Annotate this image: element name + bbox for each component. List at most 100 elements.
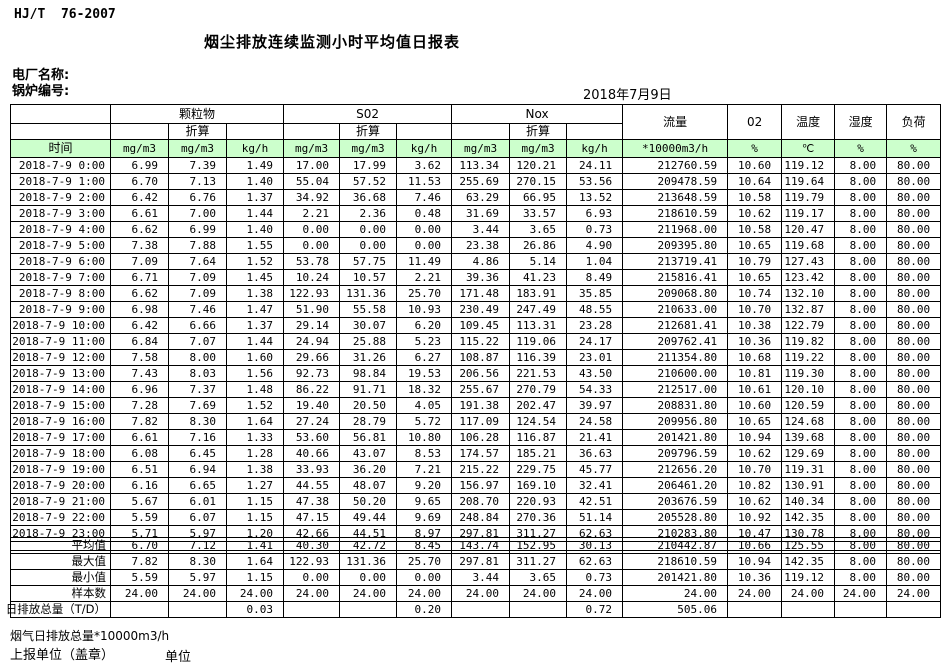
value-cell: 39.97 (566, 397, 624, 414)
value-cell: 80.00 (886, 397, 942, 414)
hourly-row: 2018-7-9 2:00 6.42 6.76 1.37 34.92 36.68 7.46 6… (10, 189, 942, 206)
value-cell: 1.47 (225, 301, 285, 318)
blank-cell (566, 123, 624, 140)
value-cell: 44.55 (283, 477, 341, 494)
unit-cell: % (886, 139, 942, 158)
value-cell: 7.09 (110, 253, 169, 270)
value-cell: 11.53 (396, 173, 453, 190)
value-cell: 8.00 (834, 285, 888, 302)
unit-cell: ℃ (781, 139, 836, 158)
value-cell: 10.81 (727, 365, 783, 382)
summary-value-cell (834, 601, 887, 618)
time-cell: 2018-7-9 8:00 (10, 285, 111, 302)
summary-value-cell: 7.82 (110, 553, 169, 570)
value-cell: 10.65 (727, 413, 783, 430)
value-cell: 8.00 (834, 205, 888, 222)
value-cell: 1.37 (225, 189, 285, 206)
value-cell: 7.46 (396, 189, 453, 206)
so2-converted-label: 折算 (339, 123, 398, 140)
hourly-row: 2018-7-9 6:00 7.09 7.64 1.52 53.78 57.75 11.49… (10, 253, 942, 270)
value-cell: 91.71 (339, 381, 398, 398)
value-cell: 0.00 (339, 237, 398, 254)
summary-label: 平均值 (71, 538, 107, 552)
value-cell: 8.00 (834, 397, 888, 414)
page-title: 烟尘排放连续监测小时平均值日报表 (203, 33, 460, 51)
value-cell: 10.92 (727, 509, 783, 526)
value-cell: 3.62 (396, 157, 453, 174)
value-cell: 56.81 (339, 429, 398, 446)
summary-value-cell: 8.45 (396, 537, 452, 554)
summary-value-cell (509, 601, 567, 618)
summary-value-cell: 24.00 (727, 585, 782, 602)
value-cell: 33.93 (283, 461, 341, 478)
value-cell: 55.58 (339, 301, 398, 318)
value-cell: 36.20 (339, 461, 398, 478)
value-cell: 5.72 (396, 413, 453, 430)
value-cell: 7.58 (110, 349, 169, 366)
summary-value-cell: 152.95 (509, 537, 567, 554)
blank-cell (396, 123, 453, 140)
value-cell: 8.00 (834, 413, 888, 430)
summary-row: 平均值 6.70 7.12 1.41 40.30 42.72 8.45 143.74 152.9… (10, 537, 941, 554)
value-cell: 1.55 (225, 237, 285, 254)
group-pm: 颗粒物 (109, 104, 285, 124)
unit-header-row: 时间 mg/m3 mg/m3 kg/h mg/m3 mg/m3 kg/h mg/… (10, 139, 942, 158)
value-cell: 48.07 (339, 477, 398, 494)
value-cell: 209796.59 (622, 445, 729, 462)
summary-value-cell: 0.72 (566, 601, 623, 618)
value-cell: 10.65 (727, 237, 783, 254)
summary-value-cell: 25.70 (396, 553, 452, 570)
reporting-unit-label: 上报单位（盖章） (10, 648, 115, 663)
time-cell: 2018-7-9 4:00 (10, 221, 111, 238)
summary-value-cell: 0.03 (226, 601, 284, 618)
value-cell: 80.00 (886, 477, 942, 494)
summary-value-cell: 8.30 (168, 553, 227, 570)
value-cell: 209068.80 (622, 285, 729, 302)
value-cell: 21.41 (566, 429, 624, 446)
value-cell: 270.79 (509, 381, 568, 398)
unit-cell: kg/h (396, 139, 453, 158)
summary-value-cell: 125.55 (781, 537, 835, 554)
value-cell: 212681.41 (622, 317, 729, 334)
value-cell: 1.44 (225, 205, 285, 222)
value-cell: 24.94 (283, 333, 341, 350)
value-cell: 10.94 (727, 429, 783, 446)
value-cell: 36.68 (339, 189, 398, 206)
value-cell: 6.66 (168, 317, 227, 334)
summary-label-cell: 平均值 (10, 537, 111, 554)
group-header-row: 颗粒物 S02 Nox 流量 02 温度 湿度 负荷 (10, 104, 942, 140)
value-cell: 6.99 (110, 157, 169, 174)
value-cell: 122.93 (283, 285, 341, 302)
summary-value-cell: 80.00 (886, 553, 941, 570)
summary-value-cell: 210442.87 (622, 537, 728, 554)
time-cell: 2018-7-9 21:00 (10, 493, 111, 510)
value-cell: 174.57 (451, 445, 511, 462)
value-cell: 213719.41 (622, 253, 729, 270)
value-cell: 7.28 (110, 397, 169, 414)
group-humidity: 湿度 (834, 104, 888, 140)
summary-value-cell: 10.94 (727, 553, 782, 570)
value-cell: 57.52 (339, 173, 398, 190)
hourly-row: 2018-7-9 22:00 5.59 6.07 1.15 47.15 49.44 9.69… (10, 509, 942, 526)
value-cell: 185.21 (509, 445, 568, 462)
value-cell: 49.44 (339, 509, 398, 526)
value-cell: 25.70 (396, 285, 453, 302)
value-cell: 10.58 (727, 221, 783, 238)
corner-cell (10, 123, 111, 140)
value-cell: 8.00 (834, 333, 888, 350)
hourly-row: 2018-7-9 11:00 6.84 7.07 1.44 24.94 25.88 5.23… (10, 333, 942, 350)
value-cell: 117.09 (451, 413, 511, 430)
value-cell: 8.00 (834, 477, 888, 494)
value-cell: 54.33 (566, 381, 624, 398)
value-cell: 209956.80 (622, 413, 729, 430)
value-cell: 11.49 (396, 253, 453, 270)
value-cell: 45.77 (566, 461, 624, 478)
summary-row: 最小值 5.59 5.97 1.15 0.00 0.00 0.00 3.44 3.65 0.73 2… (10, 569, 941, 586)
summary-value-cell: 122.93 (283, 553, 340, 570)
value-cell: 80.00 (886, 253, 942, 270)
value-cell: 53.78 (283, 253, 341, 270)
summary-value-cell: 24.00 (226, 585, 284, 602)
value-cell: 119.79 (781, 189, 836, 206)
summary-value-cell: 3.44 (451, 569, 510, 586)
